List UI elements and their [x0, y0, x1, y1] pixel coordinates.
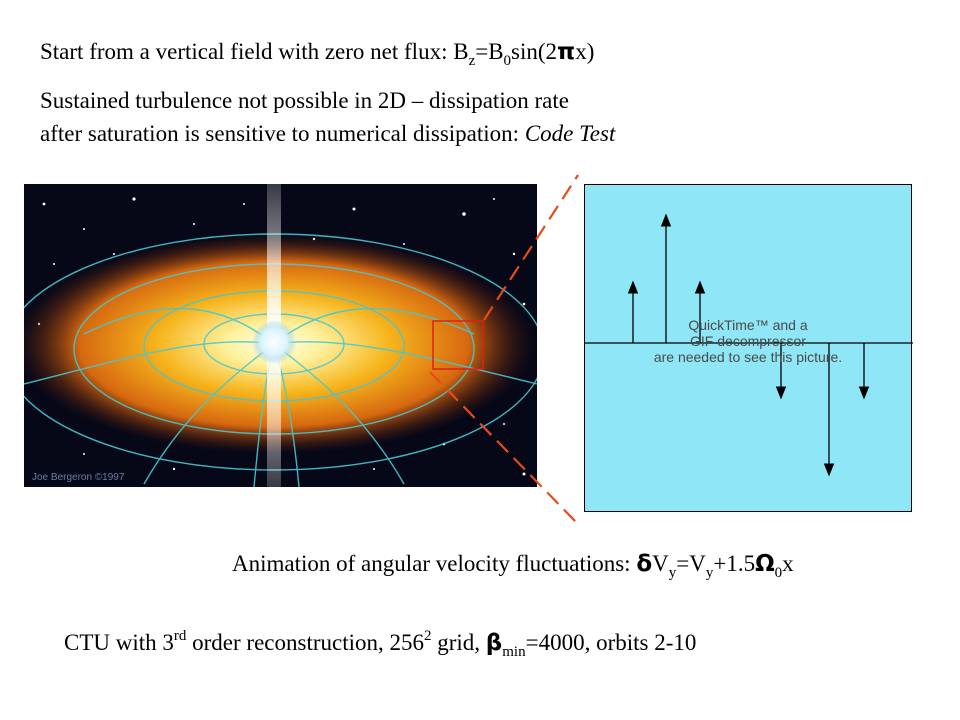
text-segment: order reconstruction, 256 — [186, 630, 424, 655]
text-segment: CTU with 3 — [64, 630, 174, 655]
text-segment: =V — [676, 551, 706, 576]
accretion-disk-image: Joe Bergeron ©1997 — [24, 184, 537, 487]
text-segment: Start from a vertical field with zero ne… — [40, 39, 469, 64]
text-segment: Animation of angular velocity fluctuatio… — [232, 551, 637, 576]
caption-angular-velocity: Animation of angular velocity fluctuatio… — [232, 550, 794, 587]
text-segment: x — [782, 551, 794, 576]
subscript: y — [668, 565, 677, 581]
text-segment: x) — [575, 39, 595, 64]
superscript: rd — [173, 628, 187, 644]
beta-symbol: β — [485, 630, 503, 656]
caption-ctu-settings: CTU with 3rd order reconstruction, 2562 … — [64, 622, 696, 666]
placeholder-line-3: are needed to see this picture. — [653, 349, 843, 365]
delta-symbol: δ — [636, 551, 653, 577]
text-segment: grid, — [431, 630, 486, 655]
subscript: min — [502, 644, 526, 660]
disk-illustration: Joe Bergeron ©1997 — [24, 184, 537, 487]
text-segment: after saturation is sensitive to numeric… — [40, 121, 525, 146]
text-segment: +1.5 — [713, 551, 756, 576]
omega-symbol: Ω — [755, 551, 775, 577]
core-glow — [252, 320, 296, 364]
subscript: 0 — [503, 53, 512, 69]
text-segment: =4000, orbits 2-10 — [525, 630, 697, 655]
placeholder-line-2: GIF decompressor — [690, 333, 806, 349]
text-segment: V — [652, 551, 669, 576]
zoom-box — [432, 320, 484, 370]
code-test-label: Code Test — [524, 121, 616, 146]
superscript: 2 — [423, 628, 432, 644]
text-segment: sin(2 — [511, 39, 558, 64]
title-line-field: Start from a vertical field with zero ne… — [40, 38, 594, 75]
subscript: 0 — [774, 565, 783, 581]
text-line-turbulence: Sustained turbulence not possible in 2D … — [40, 88, 569, 113]
image-credit: Joe Bergeron ©1997 — [32, 472, 125, 483]
text-segment: =B — [475, 39, 504, 64]
velocity-arrows — [585, 213, 913, 477]
subscript: z — [468, 53, 476, 69]
pi-symbol: π — [557, 39, 576, 65]
subscript: y — [705, 565, 714, 581]
velocity-fluctuation-panel: QuickTime™ and a GIF decompressor are ne… — [584, 184, 913, 512]
text-line-dissipation: after saturation is sensitive to numeric… — [40, 120, 615, 148]
placeholder-line-1: QuickTime™ and a — [688, 317, 808, 333]
